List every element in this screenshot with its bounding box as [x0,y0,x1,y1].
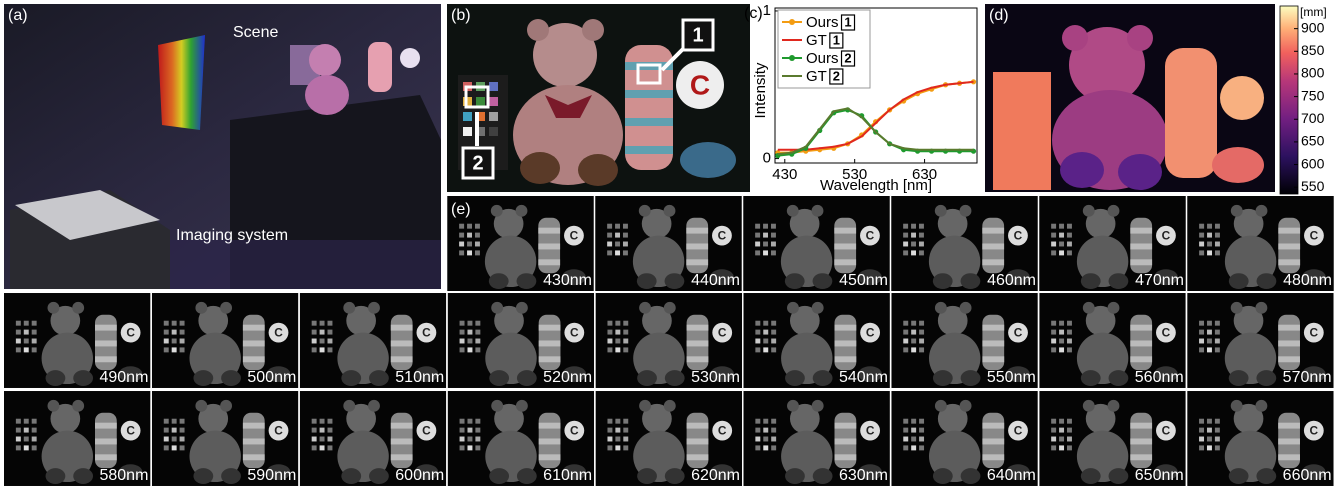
decoration [489,82,498,91]
colorbar-tick-label: 900 [1301,19,1325,35]
colorbar-tick-label: 550 [1301,178,1325,194]
wavelength-label: 590nm [247,467,296,484]
legend-tag: 2 [833,68,840,83]
wavelength-label: 440nm [691,272,740,289]
wavelength-label: 540nm [839,369,888,386]
spectrum [158,35,205,130]
y-axis-label: Intensity [752,62,769,118]
wavelength-label: 630nm [839,467,888,484]
decoration [625,90,673,98]
x-axis-label: Wavelength [nm] [820,177,932,194]
panel-label: (c) [744,5,763,22]
colorbar-tick-label: 850 [1301,42,1325,58]
page: Figure {"panels": { "a": {"label": "(a)"… [0,0,1335,487]
bear-head [309,44,341,76]
depth-region [1062,25,1088,51]
pillow [368,42,392,92]
wavelength-label: 570nm [1283,369,1332,386]
depth-region [1118,154,1162,190]
panel-label: (b) [451,7,471,24]
wavelength-label: 510nm [395,369,444,386]
bear-foot [520,152,560,184]
panel-label: (e) [451,201,471,218]
colorbar-unit: [mm] [1300,5,1327,19]
wavelength-label: 610nm [543,467,592,484]
legend-marker [789,19,795,25]
wavelength-label: 500nm [247,369,296,386]
colorbar [1280,6,1298,194]
wavelength-label: 560nm [1135,369,1184,386]
figure: C (a) Scene Imaging system [0,0,1335,487]
y-tick-label: 0 [763,150,771,167]
colorbar-tick-label: 650 [1301,133,1325,149]
wavelength-label: 490nm [99,369,148,386]
x-tick-label: 430 [772,166,797,183]
marker-label: 2 [472,152,483,174]
ball [400,48,420,68]
decoration [463,112,472,121]
bear-foot [578,154,618,186]
legend-marker [789,55,795,61]
decoration [489,127,498,136]
ball-letter: C [690,69,710,100]
depth-region [1220,76,1264,120]
depth-region [1060,152,1104,188]
bear-body [305,75,349,115]
legend-label: GT [806,68,827,85]
depth-region [1165,48,1217,178]
decoration [489,112,498,121]
legend-tag: 1 [844,14,851,29]
legend-tag: 2 [844,50,851,65]
wavelength-label: 460nm [987,272,1036,289]
wavelength-label: 530nm [691,369,740,386]
wavelength-label: 450nm [839,272,888,289]
colorbar-tick-label: 600 [1301,155,1325,171]
colorbar-tick-label: 750 [1301,87,1325,103]
panel-d: (d) [mm] 550 600 650 700 750 800 850 900 [985,4,1327,194]
annotation: Scene [233,24,278,41]
wavelength-label: 550nm [987,369,1036,386]
decoration [625,118,673,126]
decoration [489,97,498,106]
panel-label: (d) [989,7,1009,24]
wavelength-label: 600nm [395,467,444,484]
wavelength-label: 580nm [99,467,148,484]
legend-tag: 1 [833,32,840,47]
bear-ear [582,19,604,41]
legend-label: GT [806,32,827,49]
decoration [625,146,673,154]
wavelength-label: 660nm [1283,467,1332,484]
annotation: Imaging system [176,227,288,244]
decoration [476,97,485,106]
wavelength-label: 430nm [543,272,592,289]
colorbar-tick-label: 700 [1301,110,1325,126]
bear-ear [527,19,549,41]
panel-a: (a) Scene Imaging system [4,4,441,289]
body: C (a) Scene Imaging system [0,0,1335,487]
wavelength-label: 620nm [691,467,740,484]
depth-region [993,72,1051,190]
panel-label: (a) [8,7,28,24]
wavelength-label: 650nm [1135,467,1184,484]
colorbar-tick-label: 800 [1301,65,1325,81]
decoration [463,127,472,136]
y-tick-label: 1 [763,2,771,19]
wavelength-label: 470nm [1135,272,1184,289]
legend-label: Ours [806,14,839,31]
wavelength-label: 480nm [1283,272,1332,289]
depth-region [1212,147,1264,183]
wavelength-label: 640nm [987,467,1036,484]
marker-label: 1 [692,24,703,46]
toy [680,142,736,178]
panel-b: C 1 2 (b) [447,4,750,192]
floor [170,240,441,289]
wavelength-label: 520nm [543,369,592,386]
legend-label: Ours [806,50,839,67]
depth-region [1127,25,1153,51]
